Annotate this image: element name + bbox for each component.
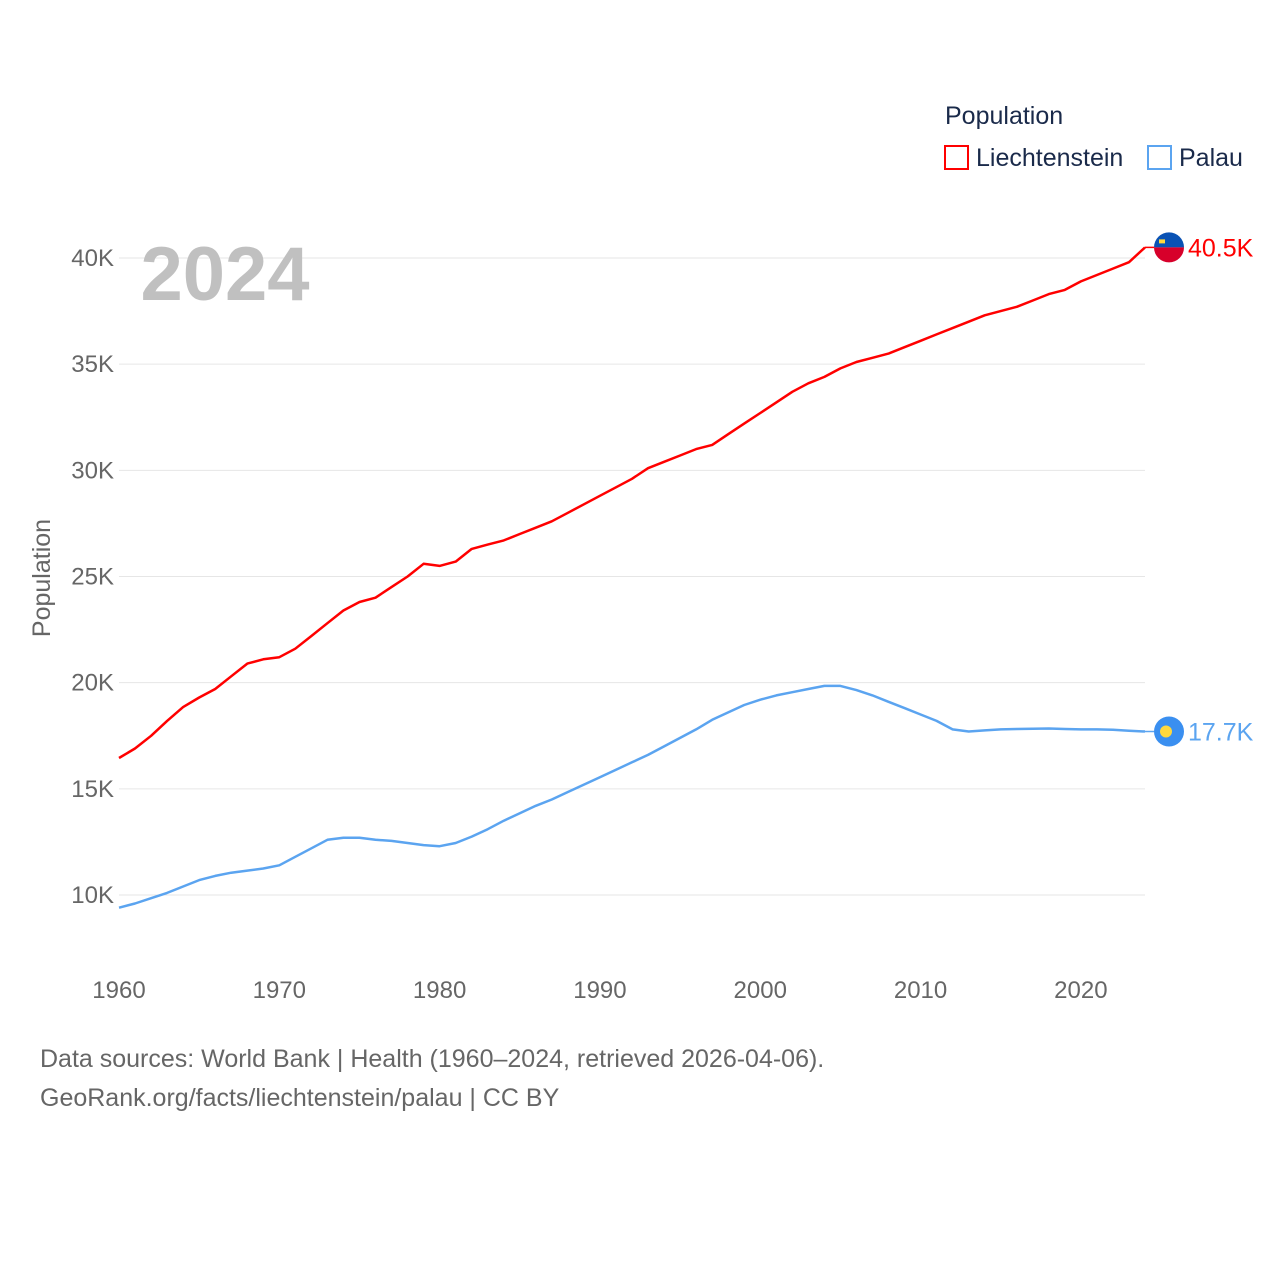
flag-liechtenstein-icon [1154,232,1184,263]
footer-sources: Data sources: World Bank | Health (1960–… [40,1045,825,1073]
footer-link[interactable]: GeoRank.org/facts/liechtenstein/palau | … [40,1084,560,1112]
y-axis-label: Population [28,519,56,637]
y-tick-label: 20K [71,670,114,697]
x-tick-label: 1990 [573,977,626,1004]
x-tick-label: 2020 [1054,977,1107,1004]
x-axis: 1960 1970 1980 1990 2000 2010 2020 [92,977,1107,1004]
year-label: 2024 [140,232,309,317]
grid-lines [119,257,1145,896]
flag-palau-icon [1154,716,1184,747]
legend-swatch-palau[interactable] [1147,145,1172,170]
end-value-label: 40.5K [1188,234,1254,262]
series-line-palau [118,684,1146,909]
legend-label-liechtenstein[interactable]: Liechtenstein [976,144,1123,172]
y-tick-label: 40K [71,245,114,272]
series-end-markers: 40.5K 17.7K [1145,232,1254,747]
x-tick-label: 1970 [253,977,306,1004]
x-tick-label: 1980 [413,977,466,1004]
y-tick-label: 10K [71,882,114,909]
y-axis: 10K 15K 20K 25K 30K 35K 40K [71,245,114,909]
x-tick-label: 1960 [92,977,145,1004]
end-value-label: 17.7K [1188,719,1254,747]
legend-title: Population [945,102,1063,130]
legend-label-palau[interactable]: Palau [1179,144,1243,172]
y-tick-label: 30K [71,457,114,484]
x-tick-label: 2000 [734,977,787,1004]
series-lines [118,246,1146,909]
series-line-liechtenstein [118,246,1146,760]
x-tick-label: 2010 [894,977,947,1004]
y-tick-label: 15K [71,776,114,803]
legend: Population Liechtenstein Palau [944,102,1243,172]
legend-swatch-liechtenstein[interactable] [944,145,969,170]
y-tick-label: 35K [71,351,114,378]
y-tick-label: 25K [71,564,114,591]
